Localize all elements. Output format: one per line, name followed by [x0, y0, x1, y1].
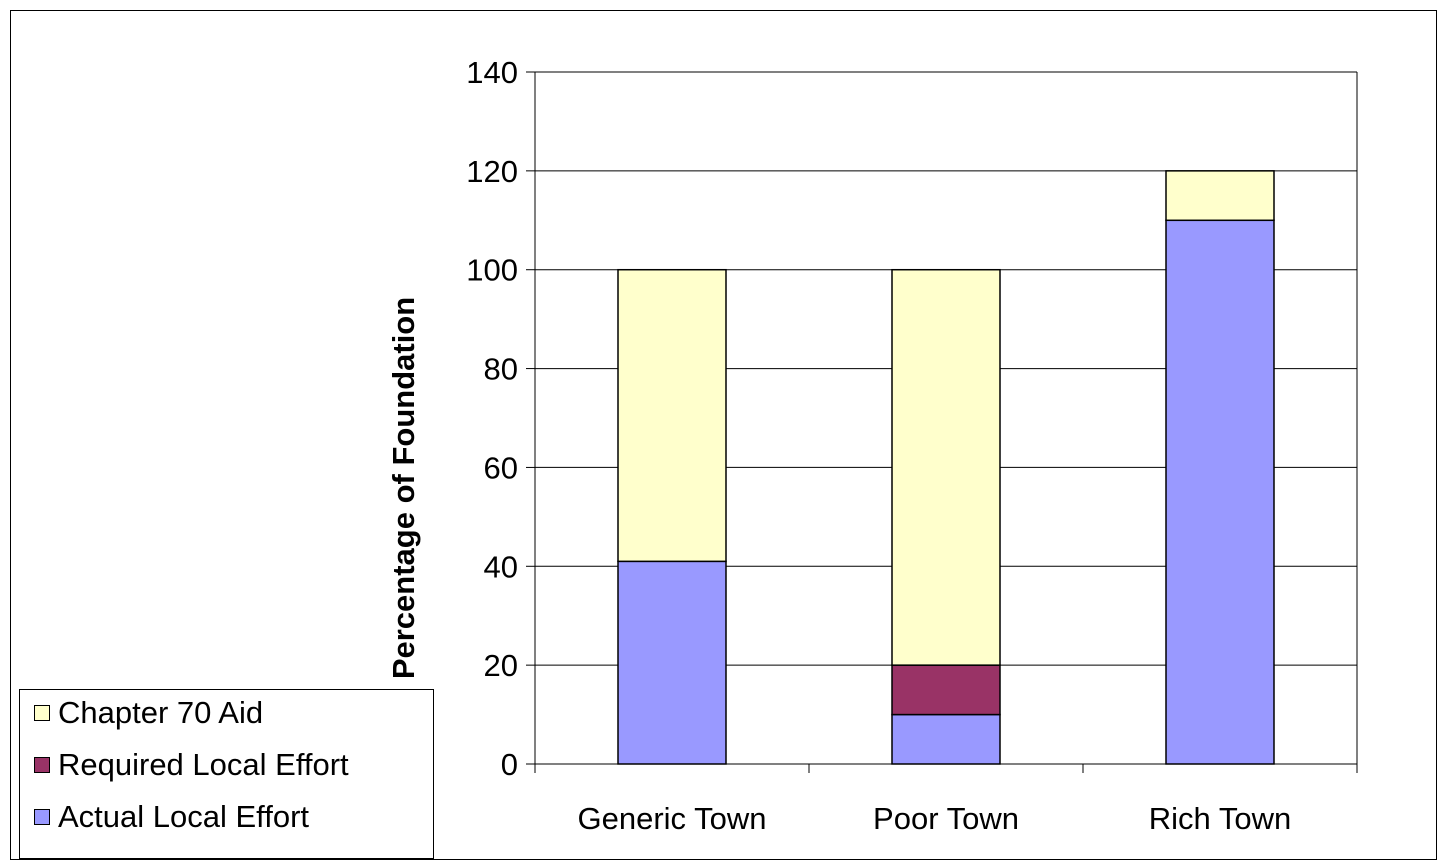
- bar-rich-town-chapter-70-aid: [1165, 170, 1275, 222]
- legend-swatch-chapter-70-aid: [34, 705, 50, 721]
- legend-label-chapter-70-aid: Chapter 70 Aid: [58, 695, 264, 730]
- y-tick-label-40: 40: [484, 549, 518, 584]
- legend: Chapter 70 Aid Required Local Effort Act…: [19, 689, 434, 859]
- y-tick-label-60: 60: [484, 450, 518, 485]
- bar-poor-town-actual-local-effort: [891, 713, 1001, 765]
- x-tick-label-rich-town: Rich Town: [1149, 801, 1291, 836]
- legend-item-chapter-70-aid: Chapter 70 Aid: [34, 695, 263, 731]
- x-tick-label-poor-town: Poor Town: [873, 801, 1019, 836]
- y-tick-label-80: 80: [484, 352, 518, 387]
- y-axis-title: Percentage of Foundation: [386, 297, 421, 679]
- legend-item-actual-local-effort: Actual Local Effort: [34, 799, 309, 835]
- bar-poor-town-chapter-70-aid: [891, 268, 1001, 666]
- y-tick-label-0: 0: [501, 747, 518, 782]
- bar-generic-town-actual-local-effort: [617, 560, 727, 765]
- y-tick-label-20: 20: [484, 648, 518, 683]
- legend-label-actual-local-effort: Actual Local Effort: [58, 799, 310, 834]
- y-tick-label-140: 140: [466, 55, 518, 90]
- legend-swatch-required-local-effort: [34, 757, 50, 773]
- bar-rich-town-actual-local-effort: [1165, 219, 1275, 765]
- legend-item-required-local-effort: Required Local Effort: [34, 747, 349, 783]
- y-tick-label-120: 120: [466, 154, 518, 189]
- x-tick-label-generic-town: Generic Town: [578, 801, 767, 836]
- bar-poor-town-required-local-effort: [891, 664, 1001, 716]
- legend-swatch-actual-local-effort: [34, 809, 50, 825]
- bar-generic-town-chapter-70-aid: [617, 268, 727, 563]
- y-tick-label-100: 100: [466, 253, 518, 288]
- legend-label-required-local-effort: Required Local Effort: [58, 747, 349, 782]
